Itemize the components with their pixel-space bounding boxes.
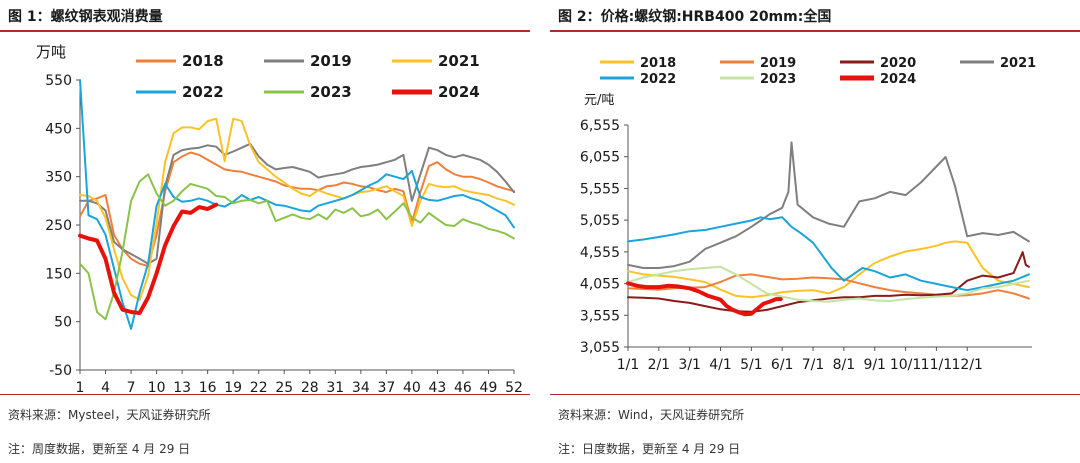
legend-label-2019: 2019 xyxy=(760,56,796,71)
legend-label-2022: 2022 xyxy=(182,83,224,101)
y-tick-label: 6,555 xyxy=(580,118,620,134)
source-divider xyxy=(0,394,530,395)
legend-label-2018: 2018 xyxy=(640,56,676,71)
x-tick-label: 46 xyxy=(454,380,472,396)
x-tick-label: 6/1 xyxy=(771,357,794,373)
title-divider xyxy=(0,30,530,32)
x-tick-label: 31 xyxy=(326,380,344,396)
x-tick-label: 1/1 xyxy=(617,357,640,373)
series-line-2022 xyxy=(627,216,1030,292)
series-line-2018 xyxy=(627,240,1030,299)
price-panel: 图 2：价格:螺纹钢:HRB400 20mm:全国 3,055 3,555 4,05… xyxy=(550,0,1080,463)
x-tick-label: 3/1 xyxy=(678,357,701,373)
x-tick-label: 5/1 xyxy=(740,357,763,373)
y-tick-label: 4,555 xyxy=(580,245,620,261)
series-line-2019 xyxy=(627,273,1030,300)
legend-label-2019: 2019 xyxy=(310,52,352,70)
series-line-2024 xyxy=(626,281,783,317)
legend-label-2021: 2021 xyxy=(438,52,480,70)
x-tick-label: 28 xyxy=(301,380,319,396)
y-tick-label: -50 xyxy=(49,363,72,379)
y-tick-label: 3,055 xyxy=(580,340,620,356)
title-divider xyxy=(550,30,1080,32)
consumption-chart: -50 50 150 250 350 450 550 1 4 7 10 13 16 19 22 25 28 31 3… xyxy=(36,43,523,396)
x-tick-label: 37 xyxy=(377,380,395,396)
x-tick-label: 22 xyxy=(250,380,268,396)
x-tick-label: 10/1 xyxy=(890,357,921,373)
x-tick-label: 12/1 xyxy=(952,357,983,373)
y-tick-label: 450 xyxy=(45,121,72,137)
x-tick-label: 13 xyxy=(173,380,191,396)
y-tick-label: 4,055 xyxy=(580,277,620,293)
x-tick-label: 2/1 xyxy=(648,357,671,373)
y-tick-label: 5,555 xyxy=(580,181,620,197)
series-line-2024 xyxy=(78,202,219,315)
legend-label-2018: 2018 xyxy=(182,52,224,70)
update-note: 注：周度数据，更新至 4 月 29 日 xyxy=(8,442,191,456)
y-axis-unit: 万吨 xyxy=(36,43,66,61)
series-line-2023 xyxy=(627,265,1030,303)
price-chart: 3,055 3,555 4,055 4,555 5,055 5,555 6,055 6,555… xyxy=(580,56,1036,373)
x-tick-label: 25 xyxy=(275,380,293,396)
y-tick-label: 5,055 xyxy=(580,213,620,229)
update-note: 注：日度数据，更新至 4 月 29 日 xyxy=(558,442,741,456)
series-line-2022 xyxy=(79,79,515,330)
x-tick-label: 10 xyxy=(148,380,166,396)
y-axis-unit: 元/吨 xyxy=(584,93,614,108)
series-line-2023 xyxy=(79,173,515,321)
x-tick-label: 4 xyxy=(101,380,110,396)
x-tick-label: 40 xyxy=(403,380,421,396)
y-tick-label: 150 xyxy=(45,266,72,282)
x-tick-label: 49 xyxy=(480,380,498,396)
x-tick-label: 7 xyxy=(127,380,136,396)
legend-label-2024: 2024 xyxy=(438,83,480,101)
y-tick-label: 3,555 xyxy=(580,308,620,324)
x-tick-label: 7/1 xyxy=(802,357,825,373)
legend-label-2020: 2020 xyxy=(880,56,916,71)
x-tick-label: 16 xyxy=(199,380,217,396)
legend-label-2023: 2023 xyxy=(760,72,796,87)
y-tick-label: 50 xyxy=(54,315,72,331)
y-tick-label: 350 xyxy=(45,170,72,186)
x-tick-label: 1 xyxy=(76,380,85,396)
y-tick-label: 250 xyxy=(45,218,72,234)
y-tick-label: 550 xyxy=(45,73,72,89)
x-tick-label: 43 xyxy=(428,380,446,396)
source-divider xyxy=(550,394,1080,395)
x-tick-label: 11/1 xyxy=(921,357,952,373)
source-note: 资料来源：Wind，天风证券研究所 xyxy=(558,408,745,422)
panel-title: 图 1：螺纹钢表观消费量 xyxy=(8,9,163,25)
series-line-2019 xyxy=(79,142,515,265)
consumption-panel: 图 1：螺纹钢表观消费量 -50 50 150 250 350 450 550 1 4 7 10 13… xyxy=(0,0,530,463)
x-tick-label: 19 xyxy=(224,380,242,396)
x-tick-label: 52 xyxy=(505,380,523,396)
legend-label-2021: 2021 xyxy=(1000,56,1036,71)
series-line-2020 xyxy=(627,251,1030,313)
x-tick-label: 8/1 xyxy=(833,357,856,373)
legend-label-2023: 2023 xyxy=(310,83,352,101)
series-line-2021 xyxy=(79,117,515,301)
legend-label-2022: 2022 xyxy=(640,72,676,87)
x-tick-label: 34 xyxy=(352,380,370,396)
legend-label-2024: 2024 xyxy=(880,72,916,87)
panel-title: 图 2：价格:螺纹钢:HRB400 20mm:全国 xyxy=(558,9,832,25)
source-note: 资料来源：Mysteel，天风证券研究所 xyxy=(8,408,211,422)
x-tick-label: 4/1 xyxy=(709,357,732,373)
x-tick-label: 9/1 xyxy=(863,357,886,373)
y-tick-label: 6,055 xyxy=(580,150,620,166)
series-line-2021 xyxy=(627,141,1030,269)
